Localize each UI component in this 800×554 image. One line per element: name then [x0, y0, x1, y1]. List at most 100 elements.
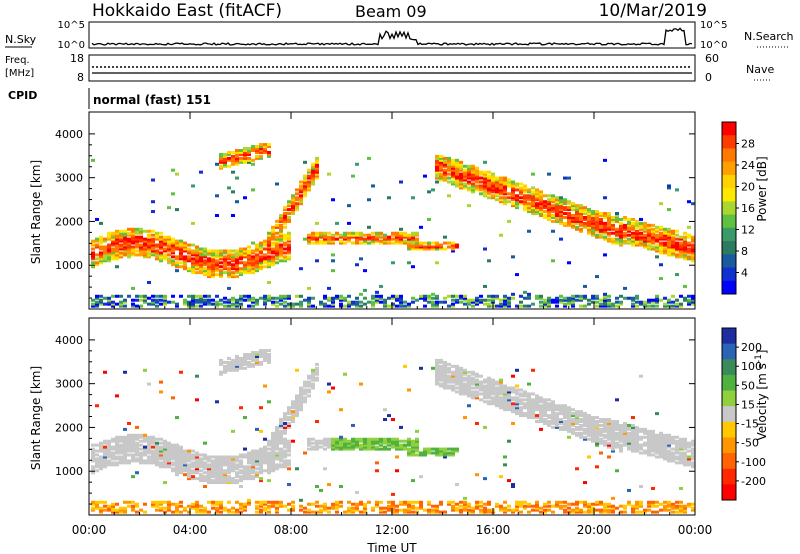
velocity-range-cell	[207, 467, 211, 471]
velocity-range-cell	[567, 416, 571, 420]
power-range-cell	[315, 235, 319, 239]
velocity-range-cell	[199, 473, 203, 477]
velocity-range-cell	[655, 449, 659, 453]
velocity-range-cell	[435, 378, 439, 382]
velocity-range-cell	[131, 455, 135, 459]
velocity-range-cell	[575, 500, 579, 504]
velocity-range-cell	[523, 506, 527, 510]
velocity-range-cell	[315, 366, 319, 370]
velocity-range-cell	[263, 506, 267, 510]
velocity-range-cell	[183, 469, 187, 473]
power-range-cell	[231, 263, 235, 267]
velocity-range-cell	[547, 500, 551, 504]
power-range-cell	[251, 257, 255, 261]
velocity-range-cell	[315, 441, 319, 445]
velocity-range-cell	[331, 441, 335, 445]
velocity-range-cell	[395, 469, 399, 473]
power-range-cell	[635, 243, 639, 247]
velocity-range-cell	[211, 471, 215, 475]
velocity-range-cell	[587, 508, 591, 512]
velocity-range-cell	[219, 362, 223, 366]
velocity-range-cell	[335, 445, 339, 449]
velocity-range-cell	[267, 455, 271, 459]
power-range-cell	[595, 229, 599, 233]
velocity-range-cell	[619, 439, 623, 443]
velocity-range-cell	[471, 370, 475, 374]
power-range-cell	[183, 257, 187, 261]
power-range-cell	[631, 241, 635, 245]
power-range-cell	[167, 243, 171, 247]
velocity-range-cell	[259, 447, 263, 451]
velocity-range-cell	[195, 453, 199, 457]
velocity-range-cell	[343, 510, 347, 514]
velocity-range-cell	[355, 502, 359, 506]
velocity-range-cell	[667, 453, 671, 457]
velocity-range-cell	[647, 449, 651, 453]
power-range-cell	[195, 263, 199, 267]
power-range-cell	[479, 294, 483, 298]
power-range-cell	[387, 296, 391, 300]
power-range-cell	[399, 294, 403, 298]
power-range-cell	[611, 215, 615, 219]
power-range-cell	[359, 237, 363, 241]
power-range-cell	[355, 162, 359, 166]
velocity-range-cell	[279, 447, 283, 451]
velocity-range-cell	[219, 510, 223, 514]
velocity-range-cell	[691, 449, 695, 453]
velocity-range-cell	[555, 414, 559, 418]
velocity-range-cell	[175, 461, 179, 465]
velocity-range-cell	[451, 504, 455, 508]
power-range-cell	[463, 176, 467, 180]
velocity-range-cell	[159, 447, 163, 451]
velocity-range-cell	[551, 412, 555, 416]
power-range-cell	[275, 300, 279, 304]
velocity-range-cell	[291, 420, 295, 424]
power-range-cell	[283, 221, 287, 225]
power-range-cell	[123, 235, 127, 239]
power-range-cell	[147, 296, 151, 300]
power-range-cell	[167, 239, 171, 243]
power-range-cell	[215, 269, 219, 273]
power-range-cell	[647, 304, 651, 308]
power-range-cell	[675, 237, 679, 241]
velocity-range-cell	[599, 423, 603, 427]
velocity-range-cell	[487, 510, 491, 514]
velocity-range-cell	[587, 431, 591, 435]
power-range-cell	[679, 255, 683, 259]
power-range-cell	[399, 235, 403, 239]
power-range-cell	[251, 296, 255, 300]
velocity-range-cell	[539, 506, 543, 510]
power-range-cell	[227, 267, 231, 271]
power-range-cell	[435, 170, 439, 174]
power-range-cell	[547, 210, 551, 214]
velocity-range-cell	[183, 508, 187, 512]
power-range-cell	[691, 257, 695, 261]
velocity-range-cell	[203, 471, 207, 475]
velocity-range-cell	[319, 510, 323, 514]
power-range-cell	[211, 265, 215, 269]
velocity-range-cell	[587, 423, 591, 427]
velocity-range-cell	[491, 392, 495, 396]
power-range-cell	[395, 304, 399, 308]
power-range-cell	[627, 239, 631, 243]
velocity-range-cell	[455, 378, 459, 382]
power-range-cell	[659, 202, 663, 206]
velocity-range-cell	[451, 376, 455, 380]
power-range-cell	[567, 176, 571, 180]
velocity-range-cell	[371, 443, 375, 447]
power-range-cell	[635, 225, 639, 229]
power-range-cell	[643, 239, 647, 243]
velocity-range-cell	[431, 447, 435, 451]
power-range-cell	[307, 186, 311, 190]
power-range-cell	[247, 148, 251, 152]
power-range-cell	[159, 243, 163, 247]
power-range-cell	[215, 265, 219, 269]
velocity-range-cell	[455, 447, 459, 451]
velocity-range-cell	[647, 441, 651, 445]
power-range-cell	[343, 233, 347, 237]
power-range-cell	[567, 296, 571, 300]
velocity-range-cell	[163, 461, 167, 465]
velocity-range-cell	[147, 437, 151, 441]
power-range-cell	[95, 300, 99, 304]
velocity-range-cell	[595, 439, 599, 443]
